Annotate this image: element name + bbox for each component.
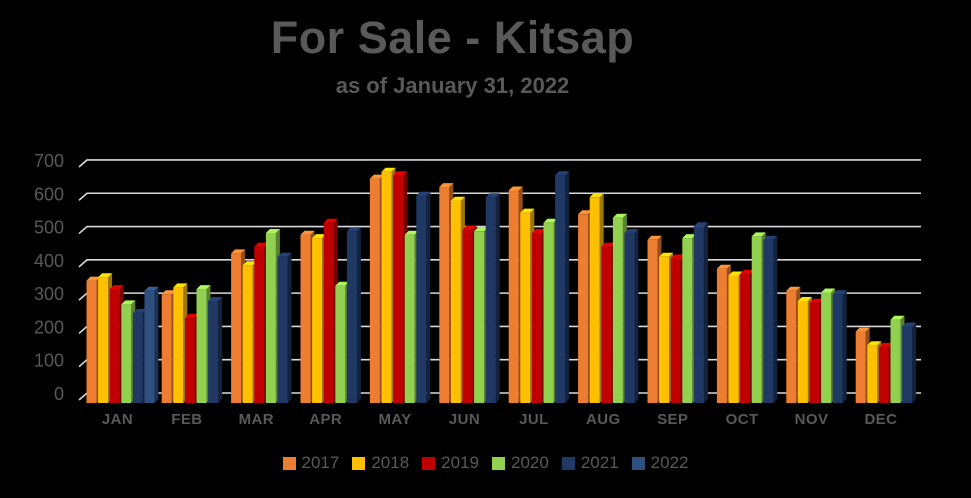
y-tick-label: 200 — [34, 317, 64, 337]
y-tick-label: 100 — [34, 351, 64, 371]
chart-header: For Sale - Kitsap as of January 31, 2022 — [0, 12, 905, 99]
legend-item-2019: 2019 — [422, 453, 479, 473]
x-tick-label: MAY — [379, 411, 412, 428]
x-tick-label: AUG — [586, 411, 621, 428]
bar-group-aug — [578, 193, 639, 403]
y-tick-label: 500 — [34, 218, 64, 238]
bar-2021-jun — [485, 193, 500, 403]
legend-swatch-2018 — [352, 456, 366, 470]
x-tick-label: JUN — [449, 411, 480, 428]
bar-2021-apr — [346, 227, 361, 403]
bar-2021-may — [416, 191, 431, 403]
legend-item-2022: 2022 — [631, 453, 689, 473]
bar-group-mar — [231, 229, 292, 403]
gridline — [78, 192, 921, 201]
legend-swatch-2021 — [561, 456, 575, 470]
bar-group-sep — [647, 222, 708, 403]
legend-swatch-2022 — [631, 456, 645, 470]
bar-group-may — [369, 167, 431, 403]
legend-swatch-2019 — [422, 456, 436, 470]
y-tick-label: 0 — [54, 384, 64, 404]
bar-2021-oct — [763, 235, 778, 403]
legend-label: 2021 — [580, 453, 619, 472]
y-tick-label: 700 — [34, 151, 64, 171]
x-tick-label: JUL — [519, 411, 549, 428]
bar-2021-nov — [832, 290, 847, 403]
bar-2021-aug — [624, 229, 639, 403]
x-tick-label: APR — [309, 411, 342, 428]
y-tick-label: 400 — [34, 251, 64, 271]
bar-2021-dec — [902, 322, 917, 403]
x-axis-labels: JAN FEB MAR APR MAY JUN JUL AUG SEP OCT NOV DEC — [102, 411, 897, 428]
bar-2021-mar — [277, 252, 292, 403]
chart-subtitle: as of January 31, 2022 — [335, 72, 570, 98]
x-tick-label: FEB — [171, 411, 202, 428]
y-axis-labels: 0 100 200 300 400 500 600 700 — [34, 151, 64, 404]
gridline — [78, 159, 921, 168]
bar-groups — [86, 167, 917, 403]
gridline — [78, 225, 921, 235]
legend-item-2018: 2018 — [352, 453, 409, 473]
x-tick-label: NOV — [795, 411, 829, 428]
y-tick-label: 300 — [34, 284, 64, 304]
legend-label: 2018 — [371, 453, 410, 472]
legend-item-2021: 2021 — [561, 453, 619, 473]
bar-2021-sep — [693, 222, 708, 403]
x-tick-label: OCT — [726, 411, 759, 428]
x-tick-label: DEC — [864, 411, 897, 428]
legend-item-2020: 2020 — [492, 453, 549, 473]
legend-label: 2017 — [301, 453, 340, 472]
bar-2022-jan — [144, 286, 159, 403]
legend-label: 2019 — [441, 453, 479, 472]
bar-group-apr — [300, 218, 361, 403]
bar-group-oct — [716, 232, 778, 403]
x-tick-label: SEP — [657, 411, 688, 428]
chart-legend: 2017 2018 2019 2020 2021 2022 — [0, 453, 971, 473]
x-tick-label: MAR — [239, 411, 274, 428]
legend-swatch-2020 — [492, 456, 505, 470]
y-tick-label: 600 — [34, 184, 64, 204]
legend-swatch-2017 — [282, 456, 296, 470]
bar-2021-feb — [208, 297, 223, 403]
bar-2021-jul — [555, 171, 570, 403]
x-tick-label: JAN — [102, 411, 133, 428]
chart-title: For Sale - Kitsap — [270, 12, 635, 63]
bar-group-jan — [86, 273, 159, 403]
legend-label: 2020 — [511, 453, 549, 472]
gridline — [78, 259, 921, 268]
legend-label: 2022 — [650, 453, 689, 472]
bar-group-feb — [161, 283, 223, 403]
bar-group-nov — [786, 286, 847, 403]
bar-group-jun — [439, 183, 500, 403]
bar-group-dec — [855, 315, 917, 403]
legend-item-2017: 2017 — [282, 453, 340, 473]
bar-group-jul — [508, 171, 570, 403]
